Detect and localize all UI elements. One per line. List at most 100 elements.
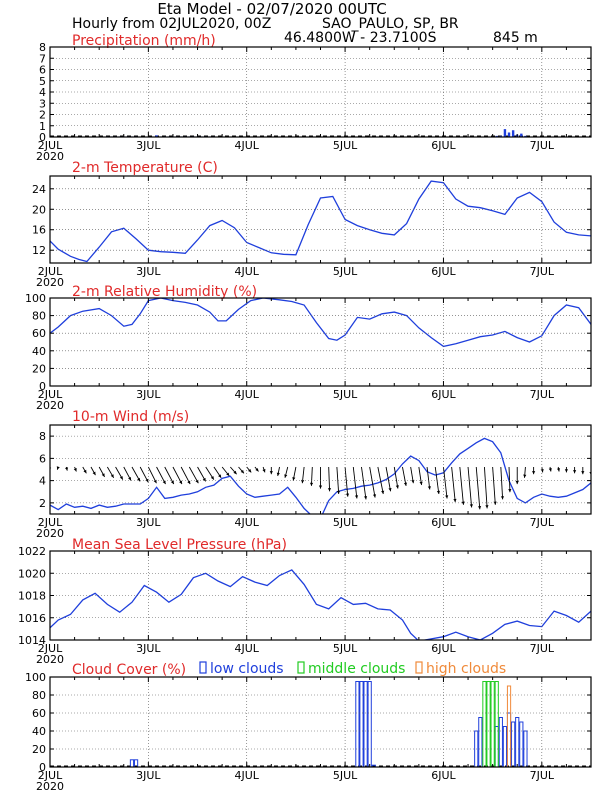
- x-tick-label: 4JUL: [235, 139, 260, 152]
- cloud-bar: [490, 681, 495, 767]
- x-tick-label: 4JUL: [235, 388, 260, 401]
- y-tick-label: 2: [39, 109, 46, 122]
- wind-arrowhead: [532, 471, 536, 475]
- cloud-bar: [498, 717, 503, 767]
- y-tick-label: 20: [32, 743, 46, 756]
- y-tick-label: 5: [39, 75, 46, 88]
- subtitle-location: SAO_PAULO, SP, BR: [322, 16, 459, 32]
- subtitle-hourly: Hourly from 02JUL2020, 00Z: [72, 16, 271, 32]
- wind-arrowhead: [493, 501, 497, 505]
- panel-title: 2-m Relative Humidity (%): [72, 284, 257, 300]
- wind-vector: [352, 466, 358, 499]
- wind-arrowhead: [110, 474, 114, 478]
- x-tick-label: 3JUL: [136, 516, 161, 529]
- wind-arrowhead: [548, 468, 552, 472]
- y-tick-label: 2: [39, 497, 46, 510]
- subtitle-coords: 46.4800W - 23.7100S: [284, 30, 437, 46]
- x-tick-label: 5JUL: [333, 265, 358, 278]
- series-line: [50, 180, 591, 263]
- wind-arrowhead: [179, 480, 182, 485]
- panel-rh: 0 20 40 60 80 100 2JUL 3JUL 4JUL 5JUL 6JUL 7JUL 2020…: [25, 284, 592, 412]
- wind-arrowhead: [255, 468, 259, 472]
- legend-label: middle clouds: [308, 661, 405, 677]
- wind-vector: [369, 466, 376, 498]
- precip-bar: [520, 133, 523, 137]
- x-tick-label: 7JUL: [530, 516, 555, 529]
- wind-arrowhead: [327, 488, 332, 492]
- series-line: [50, 569, 591, 640]
- wind-arrowhead: [187, 480, 191, 485]
- x-tick-label: 6JUL: [431, 139, 456, 152]
- cloud-bar: [515, 717, 520, 767]
- wind-arrowhead: [248, 468, 252, 473]
- cloud-bar: [367, 681, 372, 767]
- wind-arrowhead: [301, 479, 305, 484]
- y-tick-label: 40: [32, 725, 46, 738]
- series-line: [50, 437, 591, 514]
- wind-arrowhead: [388, 487, 392, 492]
- wind-arrowhead: [381, 490, 385, 494]
- wind-arrowhead: [292, 477, 296, 481]
- x-tick-label: 6JUL: [431, 388, 456, 401]
- x-tick-label: 3JUL: [136, 642, 161, 655]
- wind-vector: [426, 466, 431, 490]
- y-tick-label: 1016: [18, 612, 46, 625]
- wind-vector: [443, 466, 448, 499]
- wind-vector: [508, 466, 511, 493]
- panel-title: Mean Sea Level Pressure (hPa): [72, 537, 287, 553]
- y-tick-label: 0: [39, 131, 46, 144]
- wind-arrowhead: [556, 468, 561, 472]
- precip-bar: [155, 135, 158, 137]
- y-tick-label: 60: [32, 707, 46, 720]
- wind-arrowhead: [92, 471, 96, 476]
- y-tick-label: 1: [39, 120, 46, 133]
- x-tick-label: 5JUL: [333, 769, 358, 782]
- x-year-label: 2020: [36, 653, 64, 666]
- panel-title: Cloud Cover (%): [72, 662, 186, 678]
- cloud-bar: [371, 764, 376, 767]
- wind-vector: [164, 466, 175, 485]
- x-year-label: 2020: [36, 780, 64, 792]
- y-tick-label: 8: [39, 430, 46, 443]
- y-tick-label: 60: [32, 327, 46, 340]
- precip-bar: [511, 130, 515, 137]
- panel-content: [50, 298, 591, 348]
- wind-vector: [328, 466, 331, 492]
- x-year-label: 2020: [36, 150, 64, 163]
- y-tick-label: 6: [39, 64, 46, 77]
- wind-arrowhead: [218, 474, 222, 478]
- y-tick-label: 8: [39, 41, 46, 54]
- panel-title: 10-m Wind (m/s): [72, 409, 189, 425]
- x-tick-label: 3JUL: [136, 139, 161, 152]
- x-year-label: 2020: [36, 527, 64, 540]
- x-tick-label: 7JUL: [530, 265, 555, 278]
- wind-arrowhead: [345, 493, 350, 497]
- x-tick-label: 7JUL: [530, 769, 555, 782]
- cloud-bar: [363, 681, 368, 767]
- wind-arrowhead: [403, 482, 408, 486]
- y-tick-label: 40: [32, 345, 46, 358]
- wind-arrowhead: [354, 495, 359, 499]
- wind-arrowhead: [445, 495, 449, 499]
- panel-content: [50, 681, 591, 767]
- cloud-bar: [478, 717, 483, 767]
- series-line: [50, 298, 591, 348]
- wind-arrowhead: [453, 498, 457, 503]
- x-tick-label: 4JUL: [235, 769, 260, 782]
- wind-arrowhead: [318, 485, 323, 489]
- wind-arrowhead: [210, 476, 214, 480]
- x-tick-label: 4JUL: [235, 642, 260, 655]
- x-tick-label: 5JUL: [333, 139, 358, 152]
- panel-content: [50, 569, 591, 640]
- wind-vector: [475, 466, 481, 510]
- wind-arrowhead: [508, 489, 512, 493]
- wind-arrowhead: [581, 471, 585, 475]
- panel-content: [50, 437, 591, 514]
- wind-arrowhead: [233, 470, 237, 475]
- x-tick-label: 5JUL: [333, 388, 358, 401]
- x-tick-label: 3JUL: [136, 769, 161, 782]
- cloud-bar: [502, 726, 508, 767]
- y-tick-label: 100: [25, 671, 46, 684]
- wind-arrowhead: [73, 468, 77, 472]
